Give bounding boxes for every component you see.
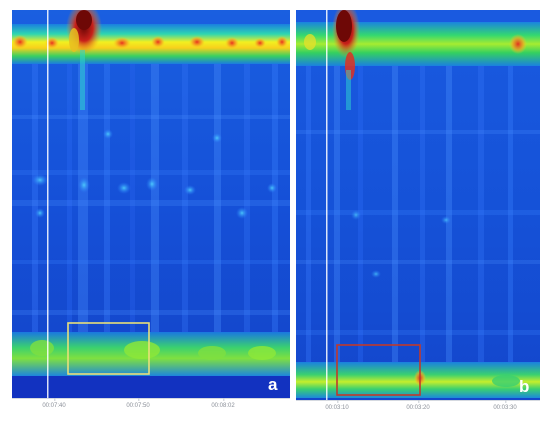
tick-b-3: 00:03:30 — [493, 400, 517, 411]
tick-a-2: 00:07:50 — [126, 398, 150, 409]
spectrogram-panel-a: a — [12, 10, 290, 398]
time-axis-a: 00:07:40 00:07:50 00:08:02 — [12, 398, 290, 417]
spectrogram-panel-b: b — [296, 10, 540, 400]
tick-b-2: 00:03:20 — [406, 400, 430, 411]
tick-a-3: 00:08:02 — [211, 398, 235, 409]
panel-letter-a: a — [268, 375, 278, 394]
tick-a-1: 00:07:40 — [42, 398, 66, 409]
panel-letter-b: b — [519, 377, 530, 396]
tick-b-1: 00:03:10 — [325, 400, 349, 411]
highlight-box-a — [67, 322, 150, 375]
spectrogram-b-image — [296, 10, 540, 400]
time-axis-b: 00:03:10 00:03:20 00:03:30 — [296, 400, 540, 419]
highlight-box-b — [336, 344, 421, 396]
spectrogram-a-image — [12, 10, 290, 398]
